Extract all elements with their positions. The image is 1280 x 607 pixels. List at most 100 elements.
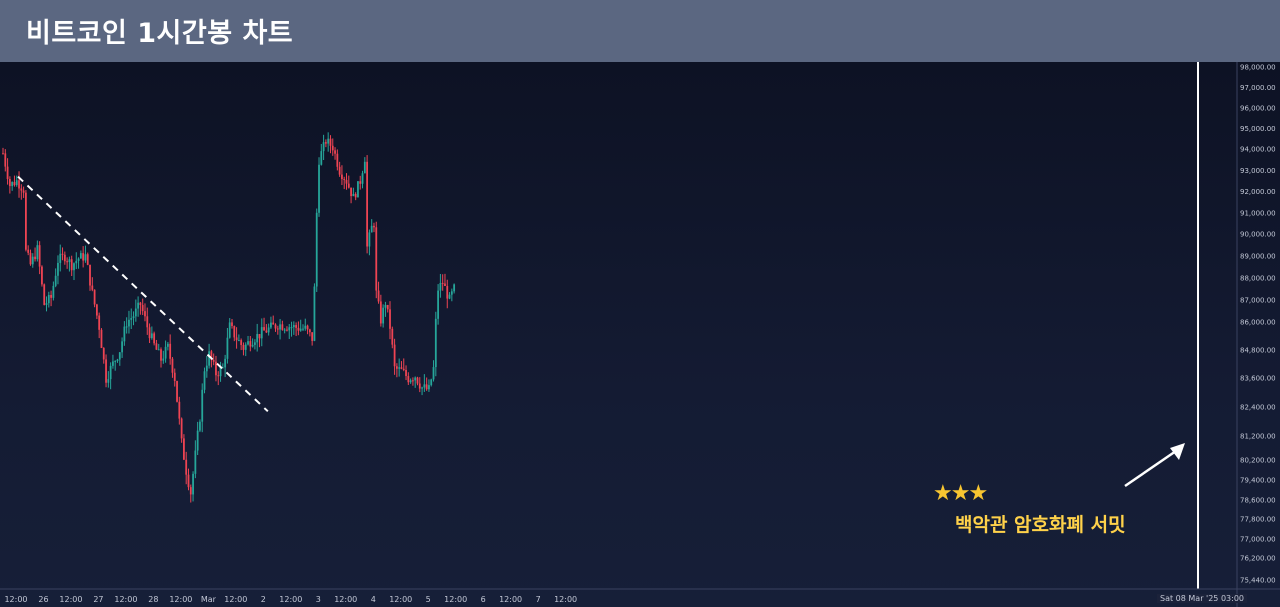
candle-body bbox=[73, 263, 75, 271]
candle-body bbox=[54, 275, 57, 286]
candle-body bbox=[95, 304, 98, 316]
candle-body bbox=[302, 328, 304, 330]
candle-body bbox=[157, 349, 160, 351]
time-tick-label: 12:00 bbox=[114, 595, 137, 604]
candle-body bbox=[155, 343, 158, 350]
candles-group bbox=[2, 132, 456, 503]
candle-body bbox=[254, 342, 256, 345]
arrow-head bbox=[1170, 443, 1185, 460]
candle-body bbox=[336, 153, 339, 167]
candle-body bbox=[324, 142, 327, 144]
candle-body bbox=[189, 487, 192, 495]
candle-body bbox=[194, 450, 197, 474]
candle-body bbox=[141, 305, 144, 312]
candle-body bbox=[313, 286, 316, 341]
candle-body bbox=[75, 260, 78, 264]
time-tick-label: 12:00 bbox=[499, 595, 522, 604]
candle-body bbox=[322, 142, 325, 152]
price-tick-label: 81,200.00 bbox=[1240, 433, 1276, 441]
time-tick-label: 12:00 bbox=[224, 595, 247, 604]
candle-body bbox=[373, 225, 375, 228]
candle-body bbox=[327, 138, 330, 144]
price-tick-label: 92,000.00 bbox=[1240, 188, 1276, 196]
candle-body bbox=[107, 379, 110, 383]
candle-body bbox=[263, 327, 265, 331]
candle-body bbox=[212, 359, 215, 362]
candle-body bbox=[281, 324, 284, 330]
candle-body bbox=[169, 343, 172, 359]
candle-body bbox=[221, 367, 224, 369]
candle-body bbox=[295, 325, 298, 328]
candle-body bbox=[416, 377, 419, 384]
candle-body bbox=[116, 359, 119, 361]
candle-body bbox=[434, 318, 437, 368]
candle-body bbox=[57, 262, 59, 276]
candle-body bbox=[249, 341, 252, 347]
candle-body bbox=[77, 258, 80, 261]
candle-body bbox=[34, 256, 36, 260]
candle-body bbox=[123, 326, 126, 342]
candle-body bbox=[391, 328, 394, 345]
candle-body bbox=[2, 153, 4, 155]
candle-body bbox=[359, 181, 362, 184]
candle-body bbox=[418, 383, 421, 389]
candle-body bbox=[219, 367, 222, 377]
candle-body bbox=[70, 259, 73, 271]
candle-body bbox=[176, 381, 178, 402]
candle-body bbox=[109, 365, 112, 380]
candle-body bbox=[89, 264, 91, 286]
candle-body bbox=[256, 334, 259, 343]
candle-body bbox=[288, 327, 291, 331]
candle-body bbox=[201, 389, 204, 422]
candle-body bbox=[414, 377, 417, 381]
time-tick-label: 4 bbox=[371, 595, 376, 604]
candle-body bbox=[171, 358, 174, 373]
chart-area[interactable] bbox=[0, 62, 1280, 607]
candle-body bbox=[439, 282, 442, 291]
price-tick-label: 86,000.00 bbox=[1240, 319, 1276, 327]
time-tick-label: 5 bbox=[426, 595, 431, 604]
candle-body bbox=[334, 150, 336, 154]
price-tick-label: 80,200.00 bbox=[1240, 457, 1276, 465]
candle-body bbox=[402, 368, 405, 370]
candle-body bbox=[43, 284, 46, 305]
price-tick-label: 79,400.00 bbox=[1240, 477, 1276, 485]
candle-body bbox=[166, 343, 169, 347]
candle-body bbox=[276, 328, 279, 330]
candle-body bbox=[139, 302, 142, 306]
candle-body bbox=[8, 178, 11, 187]
candle-body bbox=[361, 173, 364, 184]
candle-body bbox=[36, 245, 39, 260]
candle-body bbox=[178, 401, 181, 419]
candle-body bbox=[63, 254, 66, 262]
price-tick-label: 77,000.00 bbox=[1240, 536, 1276, 544]
candle-body bbox=[240, 340, 243, 345]
candle-body bbox=[192, 473, 194, 495]
candle-body bbox=[82, 253, 85, 261]
candle-body bbox=[265, 330, 268, 333]
rating-stars-icon: ★★★ bbox=[933, 481, 988, 506]
time-tick-label: 28 bbox=[148, 595, 158, 604]
candle-body bbox=[86, 254, 89, 265]
candle-body bbox=[331, 145, 334, 151]
candle-body bbox=[242, 344, 245, 350]
time-tick-label: Mar bbox=[201, 595, 217, 604]
candle-body bbox=[20, 188, 23, 191]
candle-body bbox=[183, 438, 185, 460]
candle-body bbox=[4, 153, 7, 167]
candle-body bbox=[272, 322, 275, 325]
candle-body bbox=[363, 161, 366, 174]
candle-body bbox=[437, 290, 439, 319]
candle-body bbox=[430, 379, 433, 386]
title-bar: 비트코인 1시간봉 차트 bbox=[0, 0, 1280, 63]
candle-body bbox=[203, 371, 206, 390]
candle-body bbox=[196, 430, 199, 451]
candle-body bbox=[308, 329, 311, 333]
time-tick-label: 6 bbox=[481, 595, 486, 604]
time-tick-label: 12:00 bbox=[554, 595, 577, 604]
candle-body bbox=[428, 385, 430, 390]
candle-body bbox=[11, 182, 14, 187]
candle-body bbox=[118, 352, 121, 360]
candle-body bbox=[162, 358, 165, 361]
